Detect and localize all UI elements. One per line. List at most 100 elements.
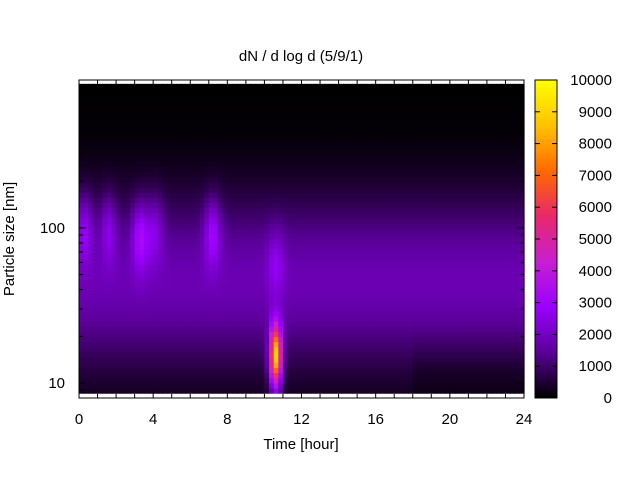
heatmap-cell xyxy=(463,295,469,301)
heatmap-cell xyxy=(273,238,279,245)
heatmap-cell xyxy=(477,192,483,198)
heatmap-cell xyxy=(282,228,289,234)
heatmap-cell xyxy=(120,212,126,219)
heatmap-cell xyxy=(510,228,516,234)
heatmap-cell xyxy=(231,264,238,271)
heatmap-cell xyxy=(384,326,391,332)
heatmap-cell xyxy=(514,130,520,136)
heatmap-cell xyxy=(459,202,465,209)
heatmap-cell xyxy=(273,320,279,327)
heatmap-cell xyxy=(143,315,150,322)
heatmap-cell xyxy=(153,331,159,338)
heatmap-cell xyxy=(431,341,437,348)
heatmap-cell xyxy=(380,212,386,219)
heatmap-cell xyxy=(129,171,136,178)
heatmap-cell xyxy=(468,387,474,394)
heatmap-cell xyxy=(505,331,511,338)
heatmap-cell xyxy=(79,207,85,214)
heatmap-cell xyxy=(176,264,182,271)
heatmap-cell xyxy=(449,186,456,193)
heatmap-cell xyxy=(366,264,372,271)
heatmap-cell xyxy=(167,372,173,379)
heatmap-cell xyxy=(120,176,126,183)
heatmap-cell xyxy=(111,130,117,136)
heatmap-cell xyxy=(129,362,136,368)
heatmap-cell xyxy=(514,233,520,240)
heatmap-cell xyxy=(403,367,409,374)
heatmap-cell xyxy=(176,135,182,142)
heatmap-cell xyxy=(241,176,247,183)
heatmap-cell xyxy=(185,362,191,368)
heatmap-cell xyxy=(292,253,298,260)
heatmap-cell xyxy=(106,279,113,286)
heatmap-cell xyxy=(106,171,113,178)
heatmap-cell xyxy=(245,197,252,203)
heatmap-cell xyxy=(352,315,358,322)
heatmap-cell xyxy=(306,346,312,353)
heatmap-cell xyxy=(180,186,187,193)
heatmap-cell xyxy=(473,357,479,363)
heatmap-cell xyxy=(273,212,279,219)
heatmap-cell xyxy=(153,357,159,363)
heatmap-cell xyxy=(445,351,451,358)
heatmap-cell xyxy=(180,326,187,332)
heatmap-cell xyxy=(250,171,256,178)
heatmap-cell xyxy=(106,192,113,198)
heatmap-cell xyxy=(106,357,113,363)
heatmap-cell xyxy=(366,269,372,276)
heatmap-cell xyxy=(208,269,215,276)
heatmap-cell xyxy=(361,336,367,343)
heatmap-cell xyxy=(125,233,131,240)
heatmap-cell xyxy=(473,279,479,286)
heatmap-cell xyxy=(417,331,423,338)
heatmap-cell xyxy=(454,346,460,353)
heatmap-cell xyxy=(176,233,182,240)
heatmap-cell xyxy=(171,145,177,152)
heatmap-cell xyxy=(204,362,210,368)
heatmap-cell xyxy=(431,233,437,240)
heatmap-cell xyxy=(148,217,154,224)
heatmap-cell xyxy=(371,202,377,209)
heatmap-cell xyxy=(231,290,238,296)
heatmap-cell xyxy=(282,233,289,240)
heatmap-cell xyxy=(435,387,442,394)
heatmap-cell xyxy=(111,357,117,363)
heatmap-cell xyxy=(435,279,442,286)
heatmap-cell xyxy=(324,130,330,136)
heatmap-cell xyxy=(190,228,196,234)
heatmap-cell xyxy=(269,320,275,327)
heatmap-cell xyxy=(134,310,140,317)
heatmap-cell xyxy=(255,135,261,142)
heatmap-cell xyxy=(329,186,335,193)
heatmap-cell xyxy=(440,320,446,327)
heatmap-cell xyxy=(157,310,164,317)
heatmap-cell xyxy=(241,290,247,296)
heatmap-cell xyxy=(454,331,460,338)
heatmap-cell xyxy=(343,243,349,250)
heatmap-cell xyxy=(366,228,372,234)
heatmap-cell xyxy=(255,331,261,338)
heatmap-cell xyxy=(384,387,391,394)
heatmap-cell xyxy=(315,326,321,332)
heatmap-cell xyxy=(125,377,131,384)
heatmap-cell xyxy=(422,243,428,250)
heatmap-cell xyxy=(482,387,488,394)
heatmap-cell xyxy=(185,377,191,384)
heatmap-cell xyxy=(422,279,428,286)
heatmap-cell xyxy=(366,130,372,136)
heatmap-cell xyxy=(296,377,303,384)
heatmap-cell xyxy=(259,290,266,296)
heatmap-cell xyxy=(389,357,395,363)
heatmap-cell xyxy=(477,166,483,173)
heatmap-cell xyxy=(199,331,205,338)
heatmap-cell xyxy=(417,300,423,307)
heatmap-cell xyxy=(449,176,456,183)
heatmap-cell xyxy=(459,192,465,198)
heatmap-cell xyxy=(500,284,507,291)
heatmap-cell xyxy=(431,300,437,307)
heatmap-cell xyxy=(79,197,85,203)
heatmap-cell xyxy=(129,372,136,379)
heatmap-cell xyxy=(445,125,451,131)
heatmap-cell xyxy=(157,377,164,384)
heatmap-cell xyxy=(449,212,456,219)
